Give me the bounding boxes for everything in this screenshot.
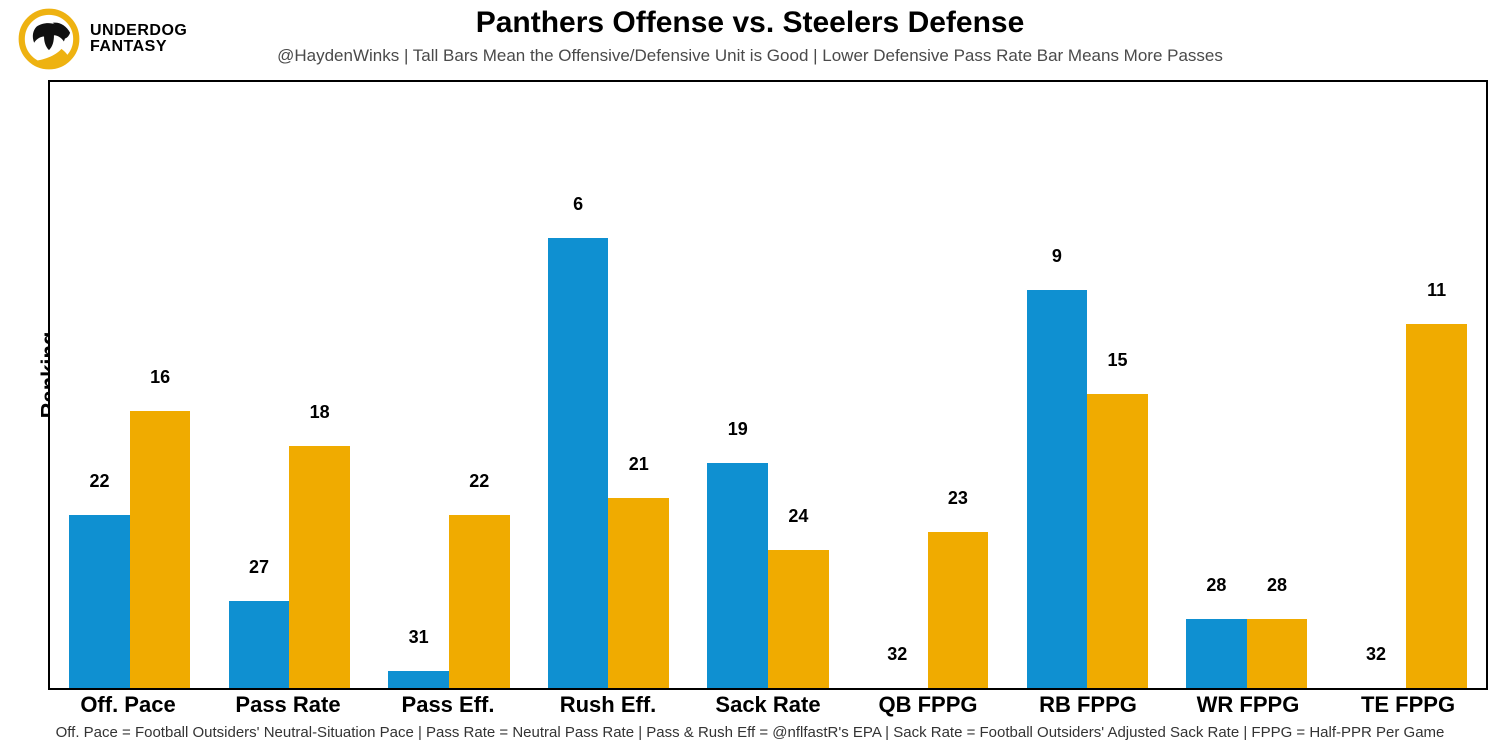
x-axis-tick-label: RB FPPG (1008, 692, 1168, 718)
chart-plot-area: 2216271831226211924322391528283211 (48, 80, 1488, 690)
bar-value-label: 32 (887, 644, 907, 665)
bar (548, 238, 609, 688)
bar (388, 671, 449, 688)
x-axis-tick-label: WR FPPG (1168, 692, 1328, 718)
bar (449, 515, 510, 688)
x-axis-tick-label: Pass Rate (208, 692, 368, 718)
bar-value-label: 21 (629, 454, 649, 475)
bar (928, 532, 989, 688)
bar-group: 27 18 (210, 82, 370, 688)
bar (1186, 619, 1247, 688)
bar (768, 550, 829, 689)
bar-value-label: 11 (1427, 280, 1446, 301)
bar-group: 6 21 (529, 82, 689, 688)
x-axis-tick-label: Sack Rate (688, 692, 848, 718)
bar-value-label: 24 (788, 506, 808, 527)
bar (1406, 324, 1467, 688)
bar (1087, 394, 1148, 688)
bar (130, 411, 191, 688)
bar-value-label: 32 (1366, 644, 1386, 665)
chart-subtitle: @HaydenWinks | Tall Bars Mean the Offens… (0, 46, 1500, 66)
bar-group: 22 16 (50, 82, 210, 688)
bar-value-label: 23 (948, 488, 968, 509)
bar-value-label: 22 (469, 471, 489, 492)
x-axis-tick-label: QB FPPG (848, 692, 1008, 718)
bar-value-label: 18 (310, 402, 330, 423)
bar-value-label: 31 (409, 627, 429, 648)
bar-value-label: 15 (1107, 350, 1127, 371)
bar-value-label: 22 (89, 471, 109, 492)
bar-value-label: 19 (728, 419, 748, 440)
bar-value-label: 16 (150, 367, 170, 388)
bar-group: 1924 (688, 82, 848, 688)
bar-group: 28 28 (1167, 82, 1327, 688)
bar-value-label: 28 (1267, 575, 1287, 596)
bar-group: 32 23 (848, 82, 1008, 688)
bar-group: 9 15 (1007, 82, 1167, 688)
bar-group: 31 22 (369, 82, 529, 688)
bar (289, 446, 350, 688)
x-axis-tick-label: Pass Eff. (368, 692, 528, 718)
bar (608, 498, 669, 688)
x-axis-tick-label: TE FPPG (1328, 692, 1488, 718)
x-axis-tick-label: Rush Eff. (528, 692, 688, 718)
bar (229, 601, 290, 688)
bar (1027, 290, 1088, 688)
chart-title: Panthers Offense vs. Steelers Defense (0, 6, 1500, 40)
bar-value-label: 28 (1206, 575, 1226, 596)
chart-bar-groups: 2216271831226211924322391528283211 (50, 82, 1486, 688)
bar (69, 515, 130, 688)
bar-group: 32 11 (1327, 82, 1487, 688)
chart-footer-note: Off. Pace = Football Outsiders' Neutral-… (0, 724, 1500, 741)
bar-value-label: 27 (249, 557, 269, 578)
bar (1247, 619, 1308, 688)
bar-value-label: 6 (573, 194, 583, 215)
bar-value-label: 9 (1052, 246, 1062, 267)
x-axis-labels: Off. PacePass RatePass Eff.Rush Eff.Sack… (48, 692, 1488, 718)
x-axis-tick-label: Off. Pace (48, 692, 208, 718)
bar (707, 463, 768, 688)
